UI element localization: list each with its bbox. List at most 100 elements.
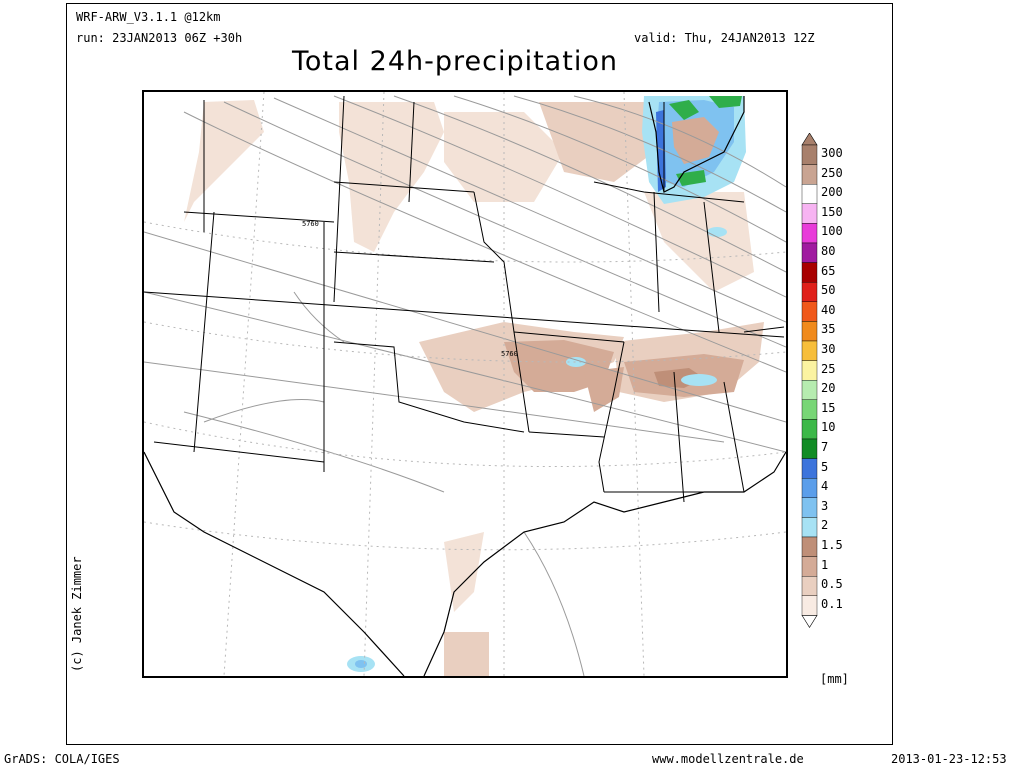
- latlon-grid: [144, 92, 786, 676]
- graticule-line: [144, 221, 786, 263]
- state-border: [333, 95, 345, 303]
- state-border: [333, 251, 495, 263]
- height-contour-line: [293, 291, 345, 343]
- legend-swatch: [801, 321, 818, 342]
- legend-swatch: [801, 438, 818, 459]
- legend-swatch: [801, 536, 818, 557]
- legend-label: 2: [821, 518, 829, 533]
- graticule-line: [363, 92, 385, 676]
- coastline-gulf: [423, 451, 786, 676]
- lake-michigan-band: [676, 170, 706, 186]
- snow-core-texas: [355, 660, 367, 668]
- valid-label: valid: Thu, 24JAN2013 12Z: [634, 31, 815, 45]
- height-contour-line: [203, 399, 325, 423]
- legend-label: 65: [821, 263, 836, 278]
- legend-label: 7: [821, 440, 829, 454]
- height-contour-line: [144, 231, 786, 423]
- state-border: [153, 441, 325, 463]
- height-contour-line: [393, 95, 786, 273]
- precip-area-plains-north: [444, 112, 564, 202]
- legend-label: 100: [821, 224, 843, 239]
- legend-colorbar: [801, 133, 818, 628]
- legend-label: 150: [821, 204, 843, 219]
- precip-area-ohio: [644, 192, 754, 292]
- footer-grads: GrADS: COLA/IGES: [4, 752, 120, 766]
- legend-label: 250: [821, 165, 843, 180]
- border-mexico: [144, 451, 405, 676]
- legend-swatch: [801, 458, 818, 479]
- precip-area-texas-coast: [444, 532, 484, 612]
- legend-swatch: [801, 164, 818, 185]
- state-border: [193, 211, 215, 453]
- legend-label: 10: [821, 420, 836, 435]
- legend-swatch: [801, 576, 818, 597]
- legend-swatch: [801, 203, 818, 224]
- legend-label: 15: [821, 400, 836, 415]
- state-border: [144, 291, 785, 338]
- legend-swatch: [801, 379, 818, 400]
- legend-label: 20: [821, 381, 836, 396]
- precip-area-south-texas: [444, 632, 489, 676]
- legend-label: 25: [821, 361, 836, 376]
- state-border: [528, 431, 605, 438]
- lake-superior-band: [669, 100, 699, 120]
- contour-label: 5760: [302, 220, 319, 228]
- legend-swatch: [801, 419, 818, 440]
- legend-swatch: [801, 399, 818, 420]
- legend-arrow-top: [801, 133, 818, 146]
- precip-area-mississippi: [584, 367, 624, 412]
- state-border: [593, 181, 745, 203]
- height-contour-line: [144, 361, 725, 443]
- legend-swatch: [801, 281, 818, 302]
- legend-swatch: [801, 223, 818, 244]
- graticule-line: [223, 92, 265, 676]
- michigan-precip: [672, 117, 719, 164]
- plot-frame: [66, 3, 893, 745]
- legend-label: 50: [821, 283, 836, 298]
- state-borders: [144, 95, 785, 503]
- legend-label: 200: [821, 185, 843, 200]
- legend-swatch: [801, 595, 818, 616]
- legend-label: 1: [821, 557, 829, 572]
- author-credit: (c) Janek Zimmer: [70, 556, 84, 672]
- legend-label: 0.5: [821, 577, 843, 592]
- legend-label: 300: [821, 146, 843, 160]
- graticule-line: [144, 321, 786, 363]
- state-border: [743, 326, 785, 333]
- height-contour-line: [523, 531, 585, 676]
- height-contour-line: [573, 95, 786, 188]
- legend-label: 30: [821, 342, 836, 356]
- state-border: [333, 341, 525, 433]
- legend-label: 3: [821, 498, 829, 513]
- legend-swatch: [801, 340, 818, 361]
- model-label: WRF-ARW_V3.1.1 @12km: [76, 10, 221, 24]
- contour-label: 5760: [501, 350, 518, 358]
- legend-label: 4: [821, 479, 829, 494]
- state-border: [513, 331, 625, 343]
- snow-patch-tennessee: [681, 374, 717, 386]
- legend-arrow-bottom: [801, 615, 818, 628]
- legend-label: 35: [821, 322, 836, 337]
- legend-label: 40: [821, 302, 836, 317]
- precip-legend: 300 250 200 150 100 80 65 50 40 35 30 25 20 15 10 7 5 4 3 2…: [800, 133, 860, 633]
- map-title: Total 24h-precipitation: [292, 46, 618, 77]
- legend-label: 0.1: [821, 596, 843, 611]
- height-contour-line: [183, 111, 786, 373]
- height-contour-line: [513, 95, 786, 213]
- legend-swatch: [801, 517, 818, 538]
- legend-swatch: [801, 360, 818, 381]
- graticule-line: [144, 421, 786, 468]
- legend-swatch: [801, 144, 818, 165]
- state-border: [183, 211, 335, 223]
- legend-swatch: [801, 497, 818, 518]
- state-border: [673, 371, 685, 503]
- state-border: [473, 191, 530, 433]
- legend-label: 5: [821, 459, 829, 474]
- height-contour-line: [273, 97, 786, 323]
- run-label: run: 23JAN2013 06Z +30h: [76, 31, 243, 45]
- snow-patch-arkansas: [566, 357, 586, 367]
- footer-website: www.modellzentrale.de: [652, 752, 804, 766]
- precipitation-map: 5760 5760: [142, 90, 788, 678]
- state-border: [333, 181, 475, 193]
- height-contour-line: [223, 101, 786, 348]
